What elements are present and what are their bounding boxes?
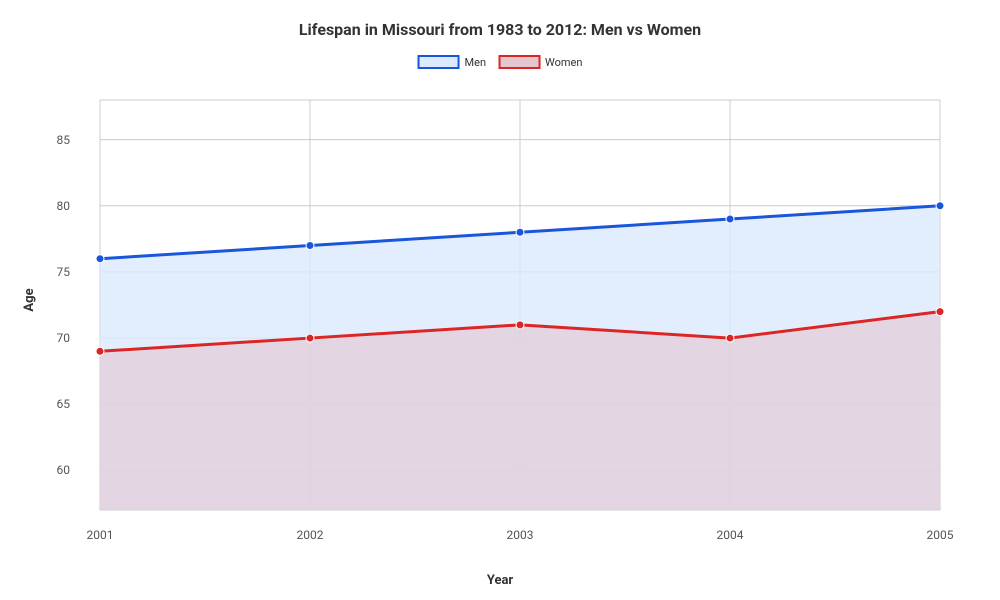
- y-tick-label: 70: [57, 331, 71, 345]
- x-tick-label: 2002: [297, 528, 324, 542]
- chart-container: Lifespan in Missouri from 1983 to 2012: …: [0, 0, 1000, 600]
- x-tick-label: 2005: [927, 528, 954, 542]
- legend-label-women: Women: [545, 56, 582, 69]
- y-tick-label: 60: [57, 463, 71, 477]
- legend-swatch-men: [418, 55, 460, 69]
- legend-label-men: Men: [465, 56, 487, 69]
- chart-title: Lifespan in Missouri from 1983 to 2012: …: [0, 20, 1000, 39]
- x-axis-label: Year: [487, 573, 513, 588]
- y-tick-label: 75: [57, 265, 71, 279]
- x-tick-label: 2001: [87, 528, 114, 542]
- y-tick-label: 80: [57, 199, 71, 213]
- y-axis-label: Age: [22, 288, 37, 311]
- y-tick-label: 65: [57, 397, 71, 411]
- chart-svg: [80, 90, 960, 520]
- x-tick-label: 2003: [507, 528, 534, 542]
- plot-area: 60657075808520012002200320042005: [80, 90, 960, 520]
- legend: Men Women: [418, 55, 583, 69]
- legend-item-women: Women: [498, 55, 582, 69]
- x-tick-label: 2004: [717, 528, 744, 542]
- legend-swatch-women: [498, 55, 540, 69]
- legend-item-men: Men: [418, 55, 487, 69]
- y-tick-label: 85: [57, 133, 71, 147]
